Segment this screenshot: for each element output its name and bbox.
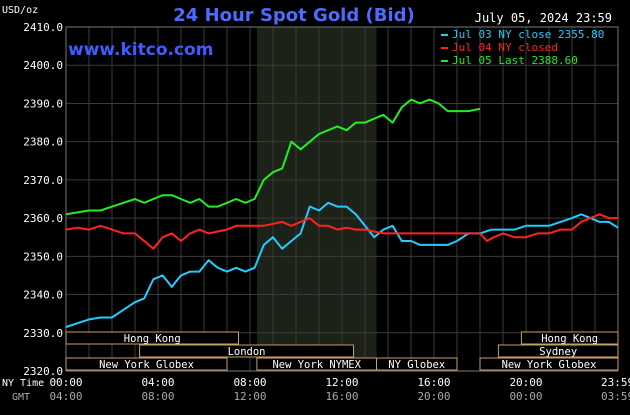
session-label: New York Globex: [502, 359, 597, 371]
x-tick-ny: 04:00: [141, 376, 174, 389]
session-label: London: [228, 346, 266, 358]
kitco-watermark: www.kitco.com: [68, 40, 213, 60]
x-tick-ny: 00:00: [49, 376, 82, 389]
series-line-1: [65, 213, 618, 250]
legend-entry: Jul 03 NY close 2355.80: [452, 28, 604, 41]
ny-time-label: NY Time: [2, 378, 44, 389]
legend-swatch: [441, 34, 448, 36]
session-bar: [479, 357, 619, 371]
y-tick-label: 2320.0: [23, 365, 63, 378]
session-label: Hong Kong: [541, 333, 598, 345]
y-tick-label: 2410.0: [23, 21, 63, 34]
session-bar: [376, 357, 458, 371]
y-tick-label: 2350.0: [23, 250, 63, 263]
x-tick-gmt: 20:00: [417, 390, 450, 403]
x-tick-gmt: 00:00: [509, 390, 542, 403]
x-tick-ny: 08:00: [233, 376, 266, 389]
series-line-0: [65, 201, 619, 328]
session-bar: [497, 344, 619, 358]
x-tick-ny: 23:59: [601, 376, 630, 389]
currency-unit: USD/oz: [2, 5, 38, 16]
plot-frame: [65, 26, 619, 372]
nymex-highlight-band: [256, 27, 377, 371]
session-label: Hong Kong: [124, 333, 181, 345]
session-label: New York Globex: [99, 359, 194, 371]
x-tick-ny: 16:00: [417, 376, 450, 389]
y-tick-label: 2380.0: [23, 136, 63, 149]
session-bar: [139, 344, 354, 358]
session-bar: [520, 331, 619, 345]
y-tick-label: 2370.0: [23, 174, 63, 187]
x-tick-gmt: 16:00: [325, 390, 358, 403]
x-tick-gmt: 04:00: [49, 390, 82, 403]
session-label: New York NYMEX: [272, 359, 361, 371]
session-label: NY Globex: [388, 359, 445, 371]
y-tick-label: 2360.0: [23, 212, 63, 225]
session-bar: [65, 357, 228, 371]
series-line-2: [65, 98, 481, 216]
legend-entry: Jul 05 Last 2388.60: [452, 54, 578, 67]
datetime-stamp: July 05, 2024 23:59: [475, 11, 612, 25]
y-tick-label: 2400.0: [23, 59, 63, 72]
y-tick-label: 2330.0: [23, 327, 63, 340]
x-tick-ny: 12:00: [325, 376, 358, 389]
y-tick-label: 2340.0: [23, 289, 63, 302]
x-tick-ny: 20:00: [509, 376, 542, 389]
legend-swatch: [441, 47, 448, 49]
session-bar: [65, 331, 239, 345]
session-label: Sydney: [539, 346, 577, 358]
x-tick-gmt: 08:00: [141, 390, 174, 403]
y-tick-label: 2390.0: [23, 97, 63, 110]
x-tick-gmt: 12:00: [233, 390, 266, 403]
gmt-label: GMT: [12, 392, 30, 403]
chart-title: 24 Hour Spot Gold (Bid): [173, 5, 414, 26]
x-tick-gmt: 03:59: [601, 390, 630, 403]
legend-swatch: [441, 60, 448, 62]
legend-entry: Jul 04 NY closed: [452, 41, 558, 54]
